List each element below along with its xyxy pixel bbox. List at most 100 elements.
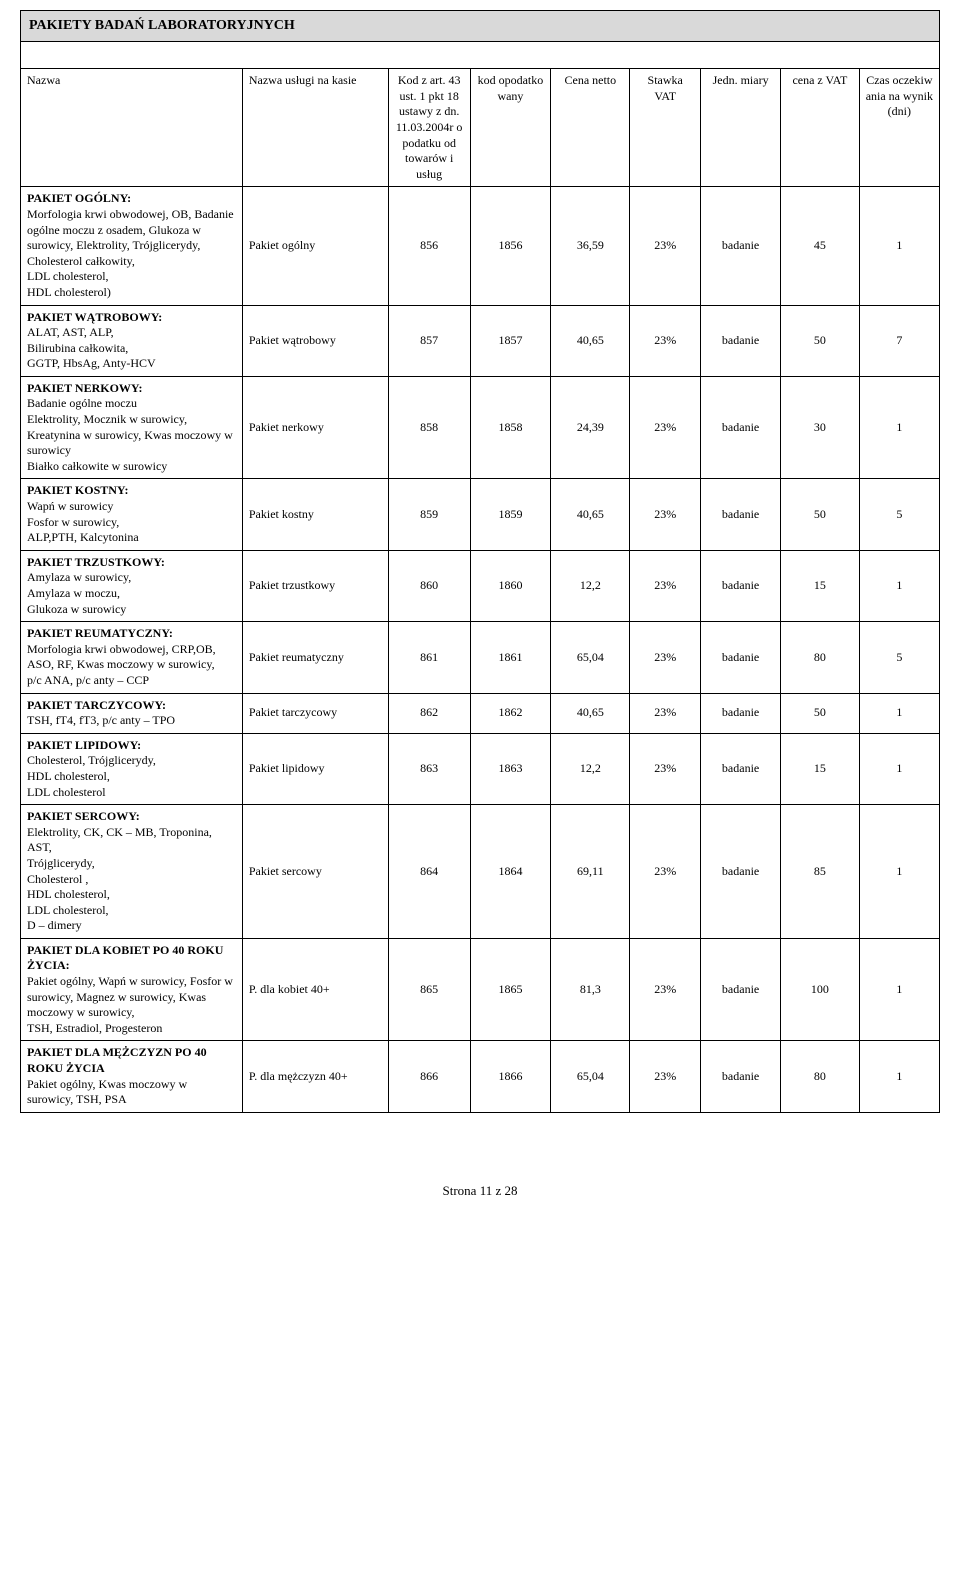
cell-cena: 12,2 [551, 550, 630, 621]
cell-cena: 12,2 [551, 733, 630, 804]
cell-kod: 860 [388, 550, 470, 621]
cell-kod: 856 [388, 187, 470, 305]
cell-cena: 69,11 [551, 805, 630, 939]
cell-zvat: 45 [781, 187, 860, 305]
cell-miary: badanie [701, 733, 781, 804]
table-row: PAKIET NERKOWY:Badanie ogólne moczuElekt… [21, 376, 940, 479]
cell-cena: 65,04 [551, 622, 630, 693]
cell-czas: 1 [859, 938, 939, 1041]
cell-nazwa: PAKIET DLA KOBIET PO 40 ROKU ŻYCIA:Pakie… [21, 938, 243, 1041]
cell-service: Pakiet kostny [242, 479, 388, 550]
spacer [21, 42, 940, 69]
cell-vat: 23% [630, 550, 701, 621]
cell-kod: 857 [388, 305, 470, 376]
header-nazwa: Nazwa [21, 69, 243, 187]
cell-vat: 23% [630, 187, 701, 305]
cell-cena: 65,04 [551, 1041, 630, 1112]
cell-kodop: 1863 [470, 733, 551, 804]
lab-packages-table: PAKIETY BADAŃ LABORATORYJNYCH NazwaNazwa … [20, 10, 940, 1113]
cell-zvat: 80 [781, 622, 860, 693]
cell-zvat: 85 [781, 805, 860, 939]
table-row: PAKIET WĄTROBOWY:ALAT, AST, ALP,Bilirubi… [21, 305, 940, 376]
cell-czas: 5 [859, 479, 939, 550]
cell-nazwa: PAKIET LIPIDOWY:Cholesterol, Trójglicery… [21, 733, 243, 804]
header-vat: Stawka VAT [630, 69, 701, 187]
table-row: PAKIET KOSTNY:Wapń w surowicyFosfor w su… [21, 479, 940, 550]
cell-kodop: 1866 [470, 1041, 551, 1112]
cell-vat: 23% [630, 622, 701, 693]
cell-miary: badanie [701, 622, 781, 693]
cell-cena: 36,59 [551, 187, 630, 305]
cell-vat: 23% [630, 733, 701, 804]
cell-nazwa: PAKIET DLA MĘŻCZYZN PO 40 ROKU ŻYCIAPaki… [21, 1041, 243, 1112]
cell-vat: 23% [630, 805, 701, 939]
cell-zvat: 50 [781, 479, 860, 550]
cell-service: Pakiet wątrobowy [242, 305, 388, 376]
cell-czas: 1 [859, 550, 939, 621]
table-row: PAKIET OGÓLNY:Morfologia krwi obwodowej,… [21, 187, 940, 305]
header-service: Nazwa usługi na kasie [242, 69, 388, 187]
cell-miary: badanie [701, 187, 781, 305]
cell-cena: 40,65 [551, 693, 630, 733]
cell-vat: 23% [630, 693, 701, 733]
cell-czas: 1 [859, 1041, 939, 1112]
cell-zvat: 15 [781, 733, 860, 804]
cell-service: Pakiet ogólny [242, 187, 388, 305]
cell-kodop: 1861 [470, 622, 551, 693]
cell-czas: 1 [859, 376, 939, 479]
cell-miary: badanie [701, 376, 781, 479]
header-kod: Kod z art. 43 ust. 1 pkt 18 ustawy z dn.… [388, 69, 470, 187]
cell-cena: 40,65 [551, 479, 630, 550]
header-cena: Cena netto [551, 69, 630, 187]
cell-zvat: 100 [781, 938, 860, 1041]
cell-service: Pakiet tarczycowy [242, 693, 388, 733]
cell-kodop: 1856 [470, 187, 551, 305]
cell-nazwa: PAKIET SERCOWY:Elektrolity, CK, CK – MB,… [21, 805, 243, 939]
cell-kod: 859 [388, 479, 470, 550]
cell-czas: 1 [859, 805, 939, 939]
cell-service: Pakiet nerkowy [242, 376, 388, 479]
cell-vat: 23% [630, 305, 701, 376]
cell-miary: badanie [701, 693, 781, 733]
cell-kodop: 1858 [470, 376, 551, 479]
cell-czas: 1 [859, 733, 939, 804]
cell-czas: 1 [859, 693, 939, 733]
table-row: PAKIET TRZUSTKOWY:Amylaza w surowicy,Amy… [21, 550, 940, 621]
cell-kod: 862 [388, 693, 470, 733]
table-row: PAKIET DLA MĘŻCZYZN PO 40 ROKU ŻYCIAPaki… [21, 1041, 940, 1112]
cell-miary: badanie [701, 805, 781, 939]
section-title: PAKIETY BADAŃ LABORATORYJNYCH [21, 11, 940, 42]
cell-service: P. dla mężczyzn 40+ [242, 1041, 388, 1112]
cell-cena: 24,39 [551, 376, 630, 479]
cell-kod: 866 [388, 1041, 470, 1112]
header-zvat: cena z VAT [781, 69, 860, 187]
cell-zvat: 30 [781, 376, 860, 479]
table-row: PAKIET SERCOWY:Elektrolity, CK, CK – MB,… [21, 805, 940, 939]
cell-zvat: 15 [781, 550, 860, 621]
cell-service: P. dla kobiet 40+ [242, 938, 388, 1041]
table-row: PAKIET TARCZYCOWY:TSH, fT4, fT3, p/c ant… [21, 693, 940, 733]
cell-czas: 5 [859, 622, 939, 693]
cell-kodop: 1857 [470, 305, 551, 376]
cell-kod: 865 [388, 938, 470, 1041]
cell-czas: 1 [859, 187, 939, 305]
header-miary: Jedn. miary [701, 69, 781, 187]
cell-kodop: 1865 [470, 938, 551, 1041]
cell-kod: 858 [388, 376, 470, 479]
cell-kod: 863 [388, 733, 470, 804]
cell-kodop: 1864 [470, 805, 551, 939]
cell-zvat: 50 [781, 693, 860, 733]
cell-zvat: 50 [781, 305, 860, 376]
cell-kodop: 1859 [470, 479, 551, 550]
header-kodop: kod opodatko wany [470, 69, 551, 187]
cell-service: Pakiet sercowy [242, 805, 388, 939]
cell-nazwa: PAKIET KOSTNY:Wapń w surowicyFosfor w su… [21, 479, 243, 550]
cell-miary: badanie [701, 305, 781, 376]
cell-vat: 23% [630, 938, 701, 1041]
cell-nazwa: PAKIET TRZUSTKOWY:Amylaza w surowicy,Amy… [21, 550, 243, 621]
cell-vat: 23% [630, 376, 701, 479]
cell-zvat: 80 [781, 1041, 860, 1112]
cell-miary: badanie [701, 938, 781, 1041]
cell-kodop: 1862 [470, 693, 551, 733]
table-row: PAKIET DLA KOBIET PO 40 ROKU ŻYCIA:Pakie… [21, 938, 940, 1041]
